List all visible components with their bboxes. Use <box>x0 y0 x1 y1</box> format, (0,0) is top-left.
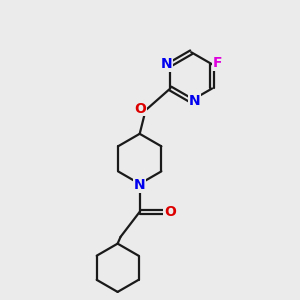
Text: N: N <box>134 178 146 192</box>
Text: O: O <box>134 102 146 116</box>
Text: N: N <box>189 94 201 107</box>
Text: N: N <box>161 57 172 71</box>
Text: F: F <box>213 56 222 70</box>
Text: O: O <box>164 205 176 219</box>
